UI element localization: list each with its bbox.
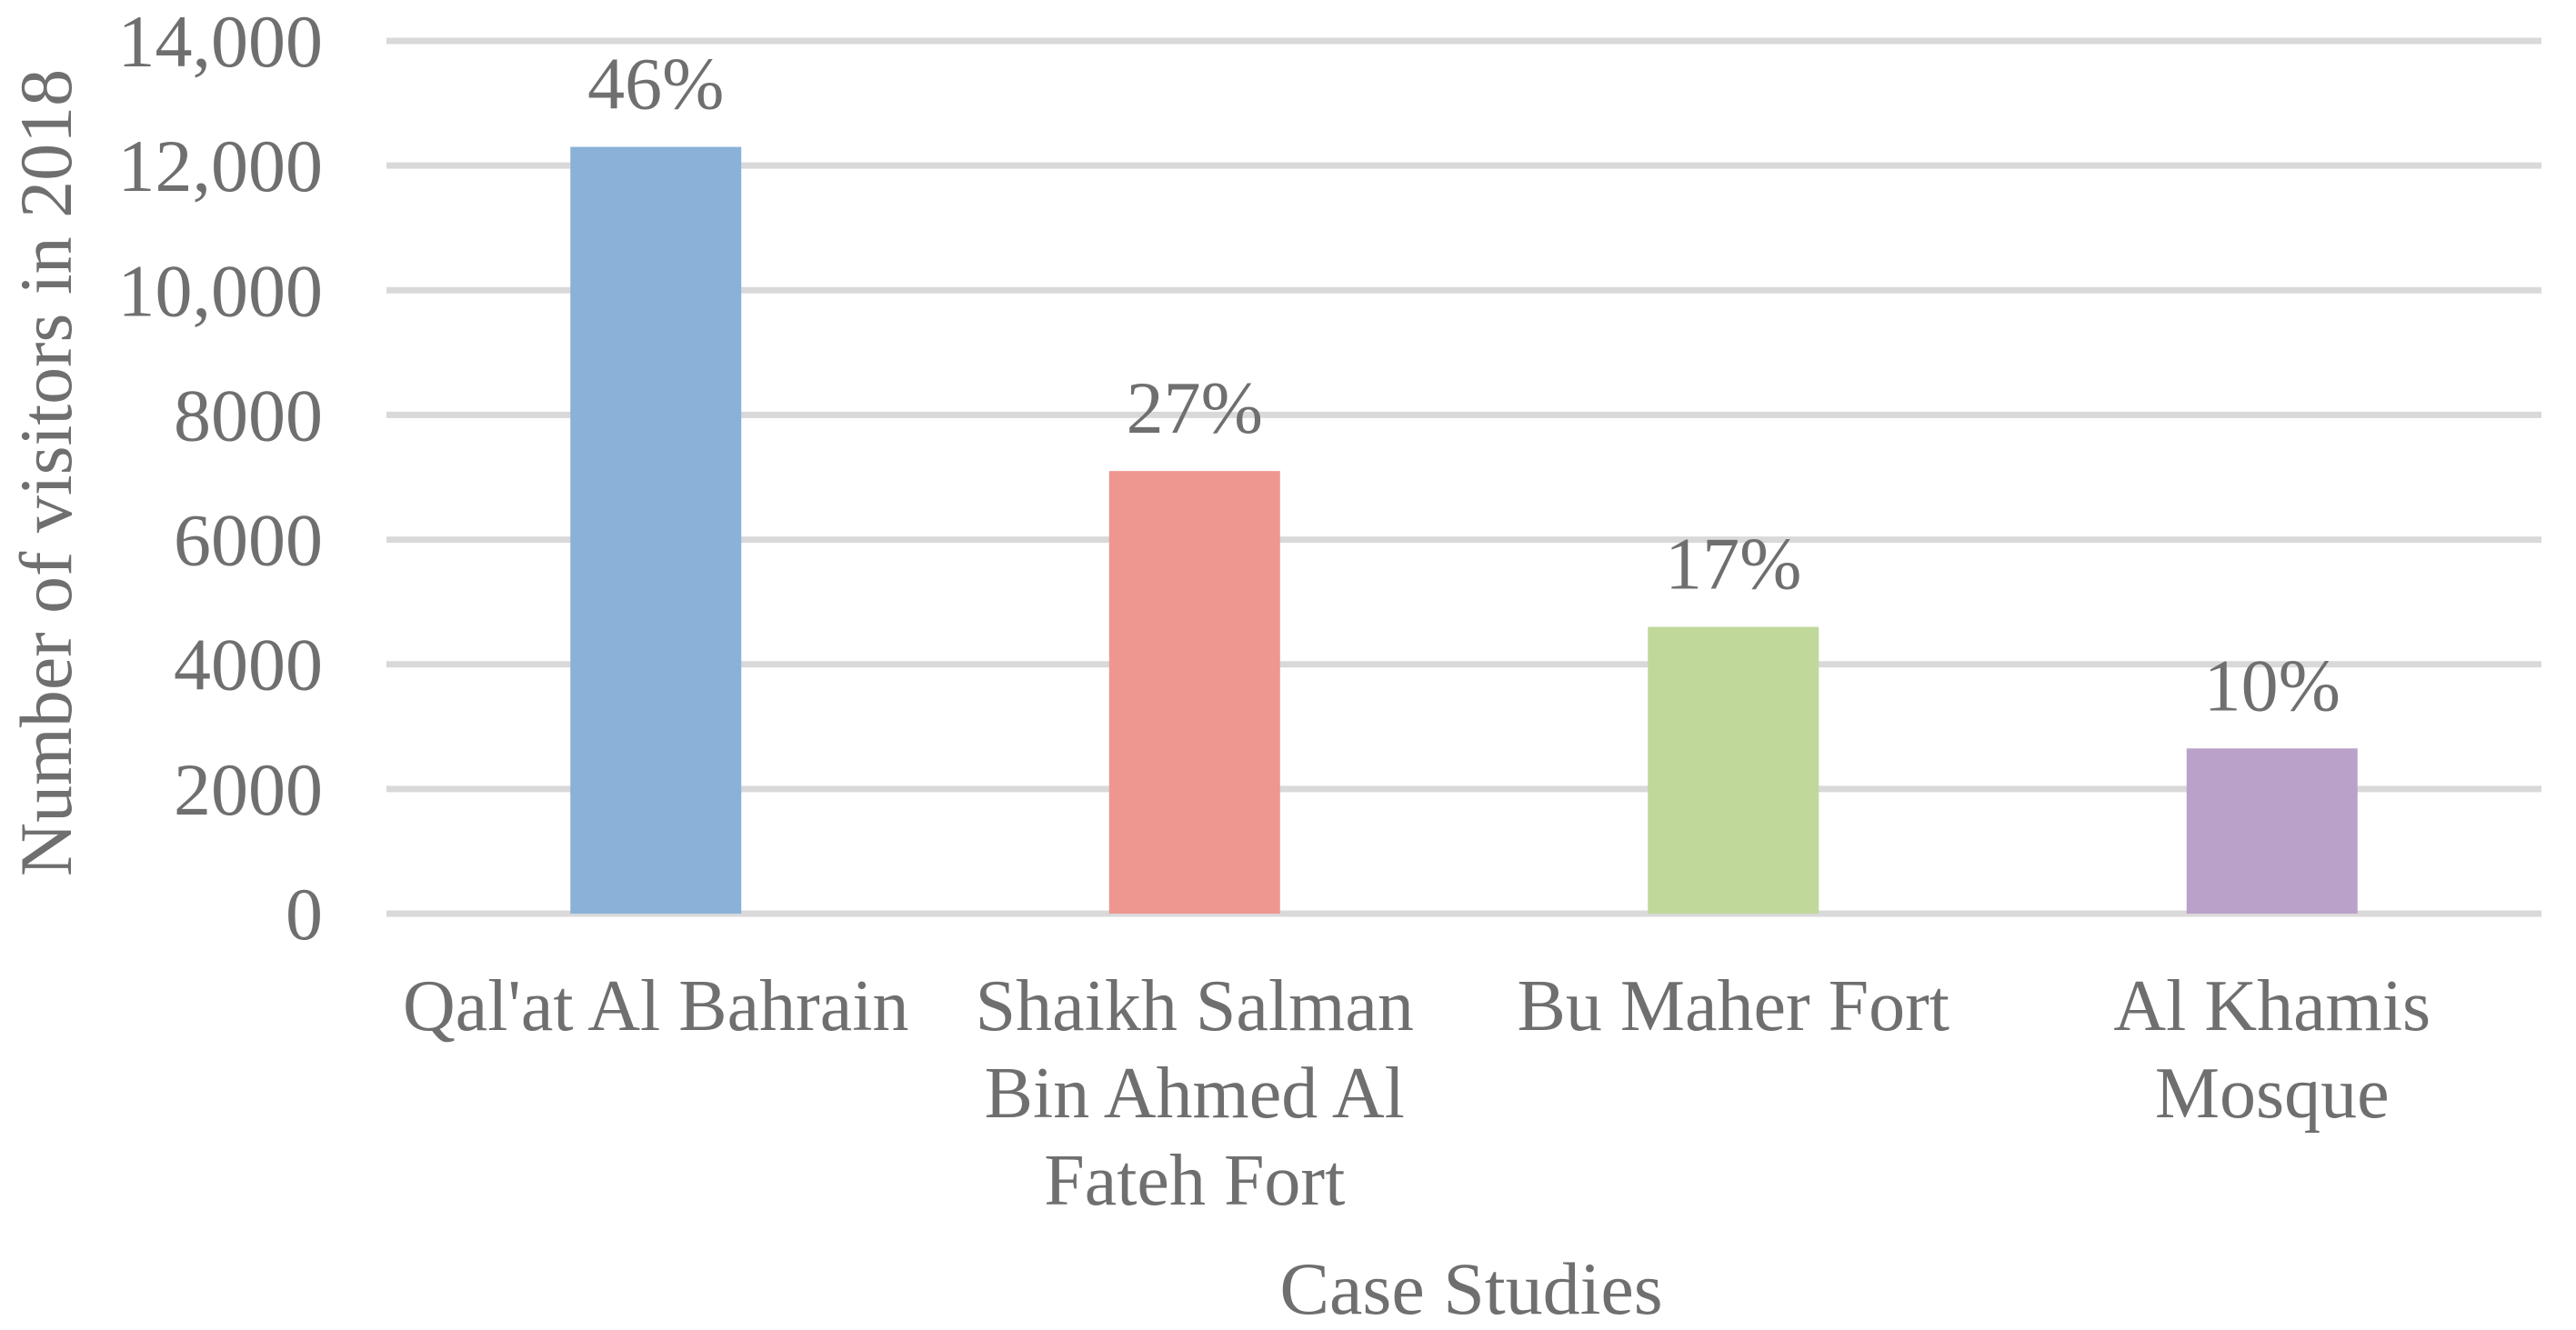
x-category-label-line: Bin Ahmed Al — [985, 1054, 1405, 1134]
x-category-label-line: Qal'at Al Bahrain — [403, 966, 908, 1046]
x-category-label-line: Fateh Fort — [1044, 1141, 1345, 1221]
x-category-label: Bu Maher Fort — [1517, 966, 1950, 1046]
y-tick-label: 6000 — [174, 499, 323, 582]
data-label: 17% — [1665, 523, 1801, 605]
bar — [570, 146, 742, 915]
y-tick-label: 0 — [286, 873, 323, 955]
y-axis-ticks: 0 2000 4000 6000 8000 10,000 12,000 14,000 — [118, 0, 324, 955]
y-axis-title: Number of visitors in 2018 — [5, 69, 87, 876]
y-tick-label: 14,000 — [118, 0, 324, 83]
x-axis-category-labels: Qal'at Al Bahrain Shaikh Salman Bin Ahmed … — [403, 966, 2431, 1221]
y-tick-label: 2000 — [174, 748, 323, 831]
y-tick-label: 12,000 — [118, 125, 324, 207]
x-category-label-line: Mosque — [2155, 1054, 2390, 1134]
gridlines — [386, 37, 2541, 917]
bar — [1648, 626, 1819, 914]
x-axis-title: Case Studies — [1279, 1247, 1662, 1330]
x-category-label-line: Bu Maher Fort — [1517, 966, 1950, 1046]
bar — [1108, 471, 1280, 914]
y-tick-label: 8000 — [174, 374, 323, 456]
x-category-label-line: Al Khamis — [2113, 966, 2431, 1046]
x-category-label: Qal'at Al Bahrain — [403, 966, 908, 1046]
y-tick-label: 10,000 — [118, 249, 324, 332]
y-tick-label: 4000 — [174, 624, 323, 706]
data-label: 27% — [1127, 366, 1263, 449]
x-category-label: Shaikh Salman Bin Ahmed Al Fateh Fort — [976, 966, 1414, 1221]
bars — [570, 146, 2358, 915]
x-category-label: Al Khamis Mosque — [2113, 966, 2431, 1134]
data-labels: 46% 27% 17% 10% — [587, 43, 2340, 727]
x-category-label-line: Shaikh Salman — [976, 966, 1414, 1046]
data-label: 46% — [587, 43, 724, 125]
data-label: 10% — [2204, 644, 2340, 726]
bar — [2186, 748, 2358, 914]
